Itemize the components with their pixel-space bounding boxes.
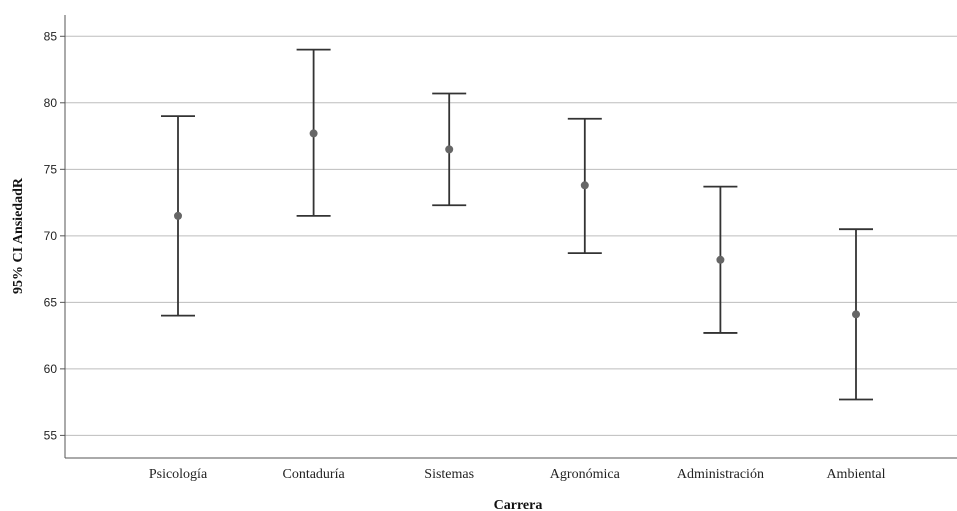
mean-point <box>309 129 318 138</box>
y-tick-label: 80 <box>44 96 58 110</box>
x-tick-label: Psicología <box>149 467 208 482</box>
mean-point <box>445 145 454 154</box>
error-bar <box>567 117 602 255</box>
y-tick-label: 65 <box>44 295 58 309</box>
mean-point <box>174 211 182 220</box>
y-tick-label: 70 <box>44 229 58 243</box>
error-bar <box>432 92 467 207</box>
mean-point <box>716 255 725 264</box>
y-tick-label: 60 <box>44 362 58 376</box>
error-bar <box>161 115 195 317</box>
error-bars <box>161 48 873 401</box>
y-tick-labels: 55 60 65 70 75 80 85 <box>44 29 65 442</box>
error-bar <box>839 228 873 401</box>
x-tick-labels: Psicología Contaduría Sistemas Agronómica Ad… <box>149 467 886 482</box>
y-tick-label: 85 <box>44 29 58 43</box>
y-axis-title: 95% CI AnsiedadR <box>11 177 26 294</box>
y-tick-label: 75 <box>44 162 58 176</box>
axes <box>64 15 957 459</box>
mean-point <box>580 181 589 190</box>
x-tick-label: Ambiental <box>826 467 885 482</box>
y-tick-label: 55 <box>44 428 58 442</box>
x-tick-label: Administración <box>677 467 764 482</box>
error-bar <box>703 185 738 334</box>
gridlines <box>65 35 957 436</box>
x-axis-title: Carrera <box>494 498 543 511</box>
error-bar <box>296 48 331 217</box>
x-tick-label: Contaduría <box>282 467 345 482</box>
x-tick-label: Agronómica <box>550 467 621 482</box>
mean-point <box>852 310 860 319</box>
x-tick-label: Sistemas <box>424 467 474 482</box>
